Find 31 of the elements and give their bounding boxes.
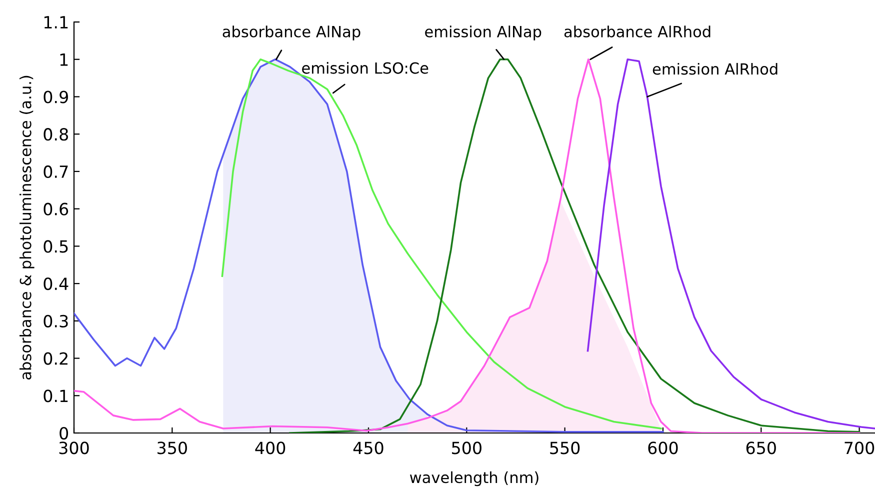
annotation: absorbance AlNap <box>222 26 360 40</box>
x-tick-label: 350 <box>158 442 187 454</box>
x-tick-label: 600 <box>648 442 678 454</box>
y-tick-label: 0.8 <box>44 128 68 141</box>
x-tick-label: 400 <box>255 442 286 454</box>
annotation: emission LSO:Ce <box>302 62 428 74</box>
x-tick-label: 700 <box>844 442 874 454</box>
line-series <box>289 58 860 433</box>
annotation: absorbance AlRhod <box>564 26 710 38</box>
x-tick-label: 300 <box>59 442 89 454</box>
annotation: emission AlRhod <box>652 62 778 75</box>
x-tick-label: 550 <box>550 442 580 454</box>
y-tick-label: 1 <box>60 54 68 66</box>
x-tick-label: 450 <box>353 442 384 454</box>
y-tick-label: 0.7 <box>44 165 68 178</box>
line-series <box>586 58 875 430</box>
annotation: emission AlNap <box>425 26 542 40</box>
y-tick-label: 0.6 <box>44 202 68 216</box>
y-tick-label: 0 <box>60 426 68 440</box>
y-axis-title: absorbance & photoluminescence (a.u.) <box>20 76 34 380</box>
y-tick-label: 0.5 <box>44 240 68 253</box>
y-tick-label: 0.2 <box>44 352 68 365</box>
y-tick-label: 1.1 <box>44 16 68 28</box>
y-tick-label: 0.1 <box>44 390 68 402</box>
y-tick-label: 0.3 <box>44 314 68 328</box>
y-tick-label: 0.9 <box>44 90 68 104</box>
x-tick-label: 650 <box>746 442 776 454</box>
x-axis-title: wavelength (nm) <box>410 471 538 486</box>
x-tick-label: 500 <box>452 442 482 454</box>
y-tick-label: 0.4 <box>44 278 68 290</box>
line-series <box>74 58 860 433</box>
